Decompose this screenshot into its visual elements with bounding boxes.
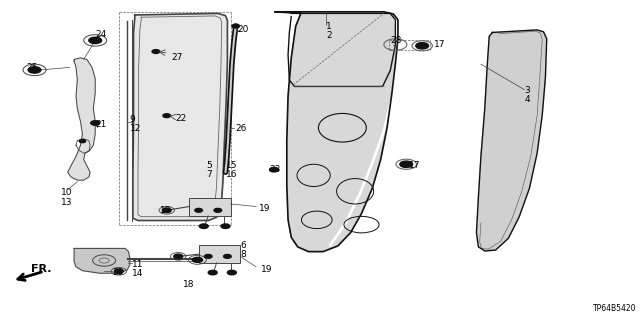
Text: 17: 17 bbox=[410, 161, 421, 170]
Text: 4: 4 bbox=[524, 95, 530, 104]
Text: 5: 5 bbox=[206, 161, 212, 170]
Text: 16: 16 bbox=[225, 170, 237, 179]
Text: 3: 3 bbox=[524, 86, 530, 95]
Text: 18: 18 bbox=[161, 206, 172, 215]
Text: 9: 9 bbox=[130, 115, 136, 124]
Text: 29: 29 bbox=[113, 268, 124, 277]
Polygon shape bbox=[133, 13, 227, 220]
Circle shape bbox=[152, 50, 160, 53]
Text: 2: 2 bbox=[326, 31, 332, 40]
Circle shape bbox=[204, 255, 212, 258]
Circle shape bbox=[400, 161, 413, 167]
Text: 7: 7 bbox=[206, 170, 212, 179]
Text: 18: 18 bbox=[182, 279, 194, 288]
Circle shape bbox=[173, 254, 182, 259]
Circle shape bbox=[163, 208, 172, 212]
Polygon shape bbox=[476, 30, 547, 251]
Text: 19: 19 bbox=[260, 264, 272, 274]
Text: 13: 13 bbox=[61, 198, 73, 207]
Text: 1: 1 bbox=[326, 22, 332, 31]
Circle shape bbox=[232, 24, 239, 28]
Text: 28: 28 bbox=[390, 36, 402, 45]
Text: 14: 14 bbox=[132, 269, 143, 278]
Text: TP64B5420: TP64B5420 bbox=[593, 304, 636, 313]
Text: 8: 8 bbox=[241, 250, 246, 259]
Text: 26: 26 bbox=[236, 124, 247, 133]
Polygon shape bbox=[68, 58, 95, 180]
Circle shape bbox=[163, 114, 171, 118]
Text: 24: 24 bbox=[95, 30, 106, 39]
Bar bbox=[189, 197, 230, 216]
Circle shape bbox=[214, 208, 221, 212]
Polygon shape bbox=[74, 249, 130, 273]
Circle shape bbox=[227, 270, 236, 275]
Text: 17: 17 bbox=[434, 40, 445, 49]
Circle shape bbox=[79, 139, 86, 143]
Circle shape bbox=[269, 167, 278, 172]
Circle shape bbox=[195, 208, 202, 212]
Text: 19: 19 bbox=[259, 204, 271, 213]
Bar bbox=[198, 245, 240, 263]
Circle shape bbox=[91, 121, 100, 125]
Text: 22: 22 bbox=[175, 114, 186, 123]
Polygon shape bbox=[275, 12, 398, 252]
Text: 20: 20 bbox=[237, 25, 248, 34]
Circle shape bbox=[223, 255, 231, 258]
Text: 25: 25 bbox=[26, 63, 38, 72]
Text: 27: 27 bbox=[172, 53, 183, 62]
Circle shape bbox=[221, 224, 230, 228]
Text: 15: 15 bbox=[225, 161, 237, 170]
Circle shape bbox=[199, 224, 208, 228]
Text: 12: 12 bbox=[130, 124, 141, 133]
Text: 23: 23 bbox=[269, 165, 280, 174]
Circle shape bbox=[28, 67, 41, 73]
Text: 21: 21 bbox=[95, 120, 107, 129]
Text: 6: 6 bbox=[241, 241, 246, 250]
Circle shape bbox=[416, 43, 429, 49]
Text: 10: 10 bbox=[61, 188, 73, 197]
Circle shape bbox=[89, 37, 102, 44]
Text: FR.: FR. bbox=[31, 264, 52, 274]
Circle shape bbox=[192, 257, 202, 263]
Text: 11: 11 bbox=[132, 260, 143, 270]
Circle shape bbox=[208, 270, 217, 275]
Circle shape bbox=[115, 269, 124, 273]
